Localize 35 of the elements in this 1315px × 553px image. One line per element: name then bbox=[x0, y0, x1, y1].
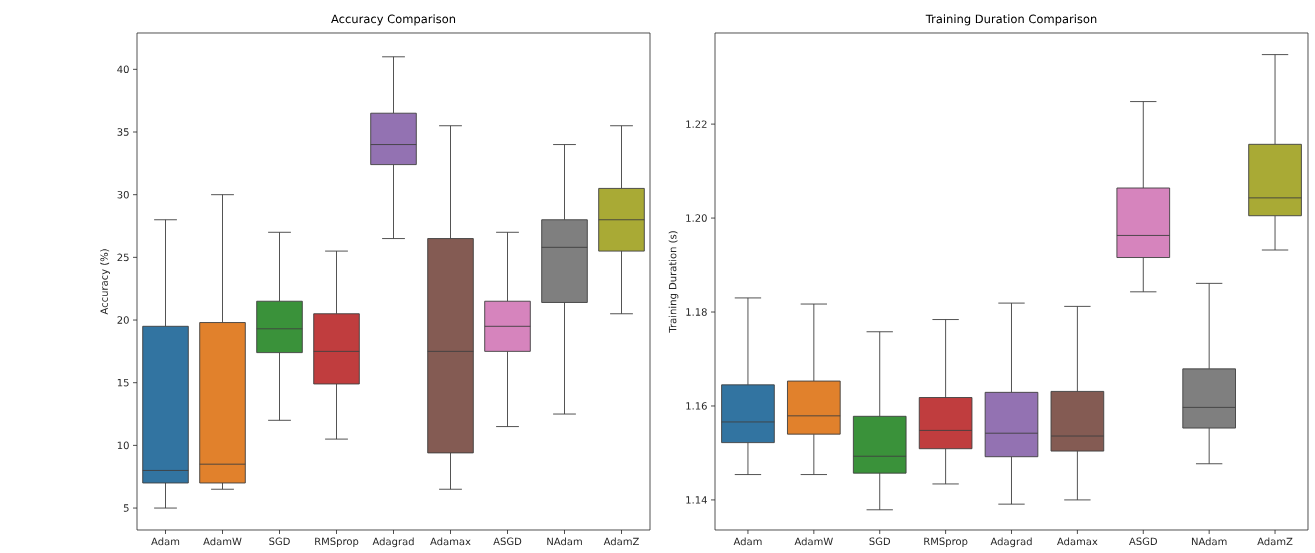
y-tick-label: 10 bbox=[117, 441, 129, 450]
y-tick-label: 25 bbox=[117, 253, 129, 262]
x-tick-label: AdamZ bbox=[603, 537, 639, 546]
y-tick-label: 1.22 bbox=[686, 120, 707, 128]
y-tick-label: 1.14 bbox=[686, 496, 707, 504]
x-tick-label: Adam bbox=[733, 537, 762, 546]
x-tick-label: SGD bbox=[269, 537, 290, 546]
y-tick-label: 5 bbox=[123, 504, 129, 512]
chart-title: Training Duration Comparison bbox=[925, 14, 1097, 26]
y-tick-label: 1.20 bbox=[686, 214, 707, 222]
y-axis-title: Accuracy (%) bbox=[100, 249, 110, 315]
x-tick-label: Adam bbox=[151, 537, 180, 546]
x-tick-label: RMSprop bbox=[315, 537, 359, 548]
y-tick-label: 35 bbox=[117, 128, 129, 136]
y-tick-label: 30 bbox=[117, 190, 129, 199]
x-tick-label: RMSprop bbox=[924, 537, 968, 548]
y-tick-label: 15 bbox=[117, 378, 129, 387]
x-tick-label: SGD bbox=[869, 537, 891, 546]
x-tick-label: NAdam bbox=[547, 537, 582, 546]
x-tick-label: ASGD bbox=[493, 537, 522, 546]
x-tick-label: Adagrad bbox=[372, 537, 414, 548]
x-tick-label: AdamW bbox=[203, 537, 242, 546]
x-tick-label: Adagrad bbox=[990, 537, 1032, 548]
y-tick-label: 20 bbox=[117, 316, 129, 324]
x-tick-label: AdamZ bbox=[1257, 537, 1293, 546]
x-tick-label: ASGD bbox=[1129, 537, 1158, 546]
x-tick-label: NAdam bbox=[1191, 537, 1227, 546]
y-axis-title: Training Duration (s) bbox=[668, 231, 679, 333]
y-tick-label: 1.18 bbox=[686, 308, 707, 316]
y-tick-label: 1.16 bbox=[686, 402, 707, 410]
x-tick-label: Adamax bbox=[430, 537, 471, 546]
y-tick-label: 40 bbox=[117, 65, 129, 74]
x-tick-label: Adamax bbox=[1057, 537, 1098, 546]
chart-title: Accuracy Comparison bbox=[331, 14, 456, 26]
x-tick-label: AdamW bbox=[794, 537, 833, 546]
